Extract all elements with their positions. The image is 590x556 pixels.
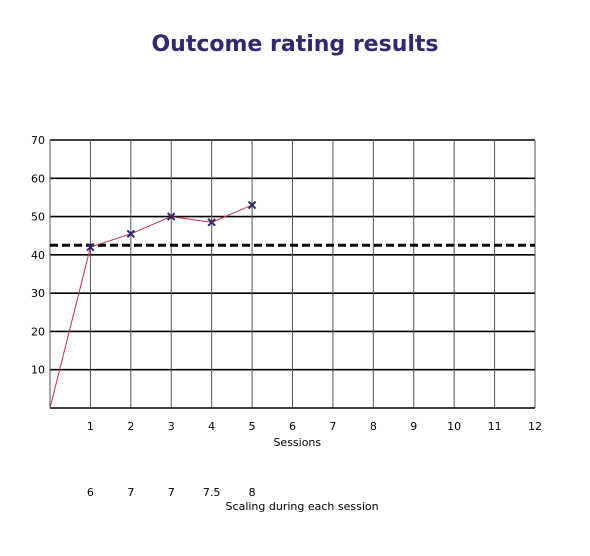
data-point-marker [86,242,95,252]
x-tick-label: 9 [410,420,417,433]
x-tick-label: 1 [87,420,94,433]
x-tick-label: 11 [488,420,502,433]
x-tick-label: 3 [168,420,175,433]
x-tick-label: 12 [528,420,542,433]
x-tick-label: 5 [249,420,256,433]
data-point-marker [167,212,176,221]
y-tick-label: 40 [31,249,45,262]
x-tick-label: 2 [127,420,134,433]
x-axis-label: Sessions [273,436,321,449]
data-point-marker [126,229,136,239]
x-tick-label: 10 [447,420,461,433]
x-tick-label: 6 [289,420,296,433]
series-line [49,204,253,409]
data-point-marker [247,200,257,210]
scaling-value: 7 [168,486,175,499]
y-tick-label: 10 [31,364,45,377]
scaling-row-label: Scaling during each session [226,500,379,513]
y-tick-label: 60 [31,172,45,185]
x-tick-label: 7 [329,420,336,433]
y-tick-label: 30 [31,287,45,300]
x-tick-label: 4 [208,420,215,433]
scaling-value: 8 [249,486,256,499]
scaling-value: 6 [87,486,94,499]
y-tick-label: 50 [31,211,45,224]
y-tick-label: 70 [31,134,45,147]
y-tick-label: 20 [31,325,45,338]
scaling-value: 7.5 [203,486,221,499]
chart-title: Outcome rating results [151,32,439,57]
x-tick-label: 8 [370,420,377,433]
data-point-marker [207,218,216,227]
scaling-value: 7 [127,486,134,499]
